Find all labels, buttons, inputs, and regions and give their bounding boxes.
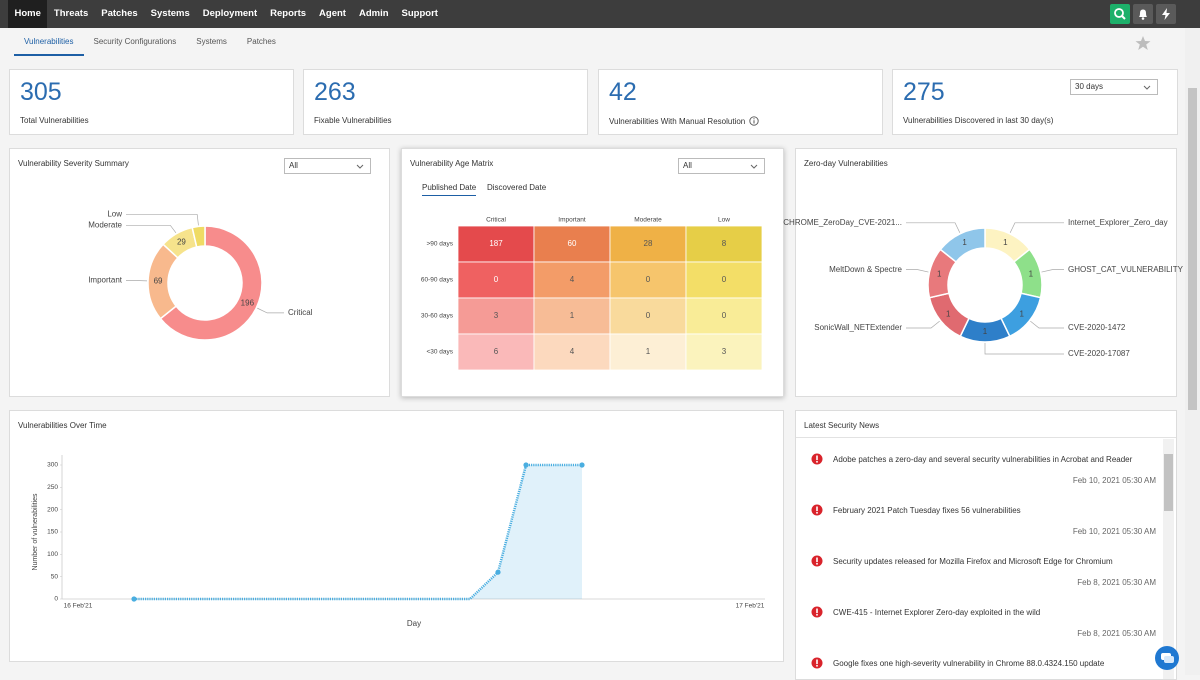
chart-filter-value: All [289, 161, 298, 170]
alert-icon [811, 606, 823, 618]
chart-panel: Vulnerability Severity Summary All [9, 148, 390, 397]
news-panel: Latest Security News Adobe patches a zero… [795, 410, 1177, 680]
news-date: Feb 10, 2021 05:30 AM [1073, 476, 1156, 485]
caret [1143, 85, 1151, 91]
news-headline[interactable]: Google fixes one high-severity vulnerabi… [833, 659, 1104, 668]
chart-tab[interactable]: Published Date [422, 183, 476, 196]
news-item: Google fixes one high-severity vulnerabi… [796, 659, 1156, 680]
card-label-row: Vulnerabilities With Manual Resolution [609, 116, 759, 126]
nav-item[interactable]: Home [8, 0, 47, 28]
page-scrollbar-thumb[interactable] [1188, 88, 1197, 410]
news-date: Feb 8, 2021 05:30 AM [1077, 578, 1156, 587]
nav-item[interactable]: Reports [264, 0, 313, 28]
news-date: Feb 10, 2021 05:30 AM [1073, 527, 1156, 536]
news-item: February 2021 Patch Tuesday fixes 56 vul… [796, 506, 1156, 546]
chart-filter[interactable]: All [284, 158, 371, 174]
news-headline[interactable]: February 2021 Patch Tuesday fixes 56 vul… [833, 506, 1021, 515]
chart-panel: Vulnerability Age Matrix All Published Dat… [401, 148, 784, 397]
chart-title: Zero-day Vulnerabilities [804, 159, 888, 168]
card-label: Total Vulnerabilities [20, 116, 89, 125]
nav-item[interactable]: Admin [352, 0, 395, 28]
chart-filter[interactable]: All [678, 158, 765, 174]
chat-icon [1155, 646, 1179, 670]
alert-icon [811, 657, 823, 669]
news-item: CWE-415 - Internet Explorer Zero-day exp… [796, 608, 1156, 648]
chat-button[interactable] [1155, 646, 1179, 670]
card-label-row: Total Vulnerabilities [20, 116, 89, 125]
card-value: 275 [903, 78, 945, 107]
news-title: Latest Security News [804, 421, 879, 430]
tab[interactable]: Systems [186, 28, 237, 56]
card-label: Fixable Vulnerabilities [314, 116, 392, 125]
news-item: Security updates released for Mozilla Fi… [796, 557, 1156, 597]
notifications-button[interactable] [1133, 4, 1153, 24]
alert-icon [811, 453, 823, 465]
card-label-row: Fixable Vulnerabilities [314, 116, 392, 125]
summary-card: 42 Vulnerabilities With Manual Resolution [598, 69, 883, 135]
alert-icon [811, 555, 823, 567]
caret [356, 164, 364, 170]
chart-title: Vulnerabilities Over Time [18, 421, 107, 430]
card-label: Vulnerabilities Discovered in last 30 da… [903, 116, 1053, 125]
summary-card: 305 Total Vulnerabilities [9, 69, 294, 135]
nav-item[interactable]: Systems [144, 0, 196, 28]
nav-item[interactable]: Patches [95, 0, 144, 28]
chart-tab[interactable]: Discovered Date [487, 183, 546, 195]
page-scrollbar[interactable] [1185, 28, 1200, 675]
summary-card: 275 Vulnerabilities Discovered in last 30… [892, 69, 1178, 135]
news-headline[interactable]: Adobe patches a zero-day and several sec… [833, 455, 1132, 464]
chart-panel: Vulnerabilities Over Time [9, 410, 784, 662]
search-icon [1110, 4, 1130, 24]
card-label: Vulnerabilities With Manual Resolution [609, 117, 745, 126]
news-scrollbar[interactable] [1163, 439, 1174, 679]
news-date: Feb 8, 2021 05:30 AM [1077, 629, 1156, 638]
tab[interactable]: Vulnerabilities [14, 28, 84, 56]
quick-actions-button[interactable] [1156, 4, 1176, 24]
caret [750, 164, 758, 170]
bell-icon [1133, 4, 1153, 24]
bolt-icon [1156, 4, 1176, 24]
range-select-value: 30 days [1075, 82, 1103, 91]
chart-panel: Zero-day Vulnerabilities [795, 148, 1177, 397]
alert-icon [811, 504, 823, 516]
news-headline[interactable]: CWE-415 - Internet Explorer Zero-day exp… [833, 608, 1040, 617]
search-button[interactable] [1110, 4, 1130, 24]
news-item: Adobe patches a zero-day and several sec… [796, 455, 1156, 495]
nav-item[interactable]: Support [395, 0, 444, 28]
favorite-star[interactable] [1135, 35, 1151, 51]
nav-item[interactable]: Deployment [196, 0, 263, 28]
card-value: 305 [20, 78, 62, 107]
range-select[interactable]: 30 days [1070, 79, 1158, 95]
chart-title: Vulnerability Severity Summary [18, 159, 129, 168]
tab[interactable]: Patches [237, 28, 286, 56]
nav-item[interactable]: Agent [313, 0, 353, 28]
news-headline[interactable]: Security updates released for Mozilla Fi… [833, 557, 1113, 566]
card-value: 42 [609, 78, 637, 107]
chart-title: Vulnerability Age Matrix [410, 159, 493, 168]
card-value: 263 [314, 78, 356, 107]
info-icon[interactable] [749, 116, 759, 126]
news-divider [796, 437, 1177, 438]
tab[interactable]: Security Configurations [84, 28, 187, 56]
chart-filter-value: All [683, 161, 692, 170]
card-label-row: Vulnerabilities Discovered in last 30 da… [903, 116, 1053, 125]
nav-item[interactable]: Threats [47, 0, 94, 28]
summary-card: 263 Fixable Vulnerabilities [303, 69, 588, 135]
news-scrollbar-thumb[interactable] [1164, 454, 1173, 511]
